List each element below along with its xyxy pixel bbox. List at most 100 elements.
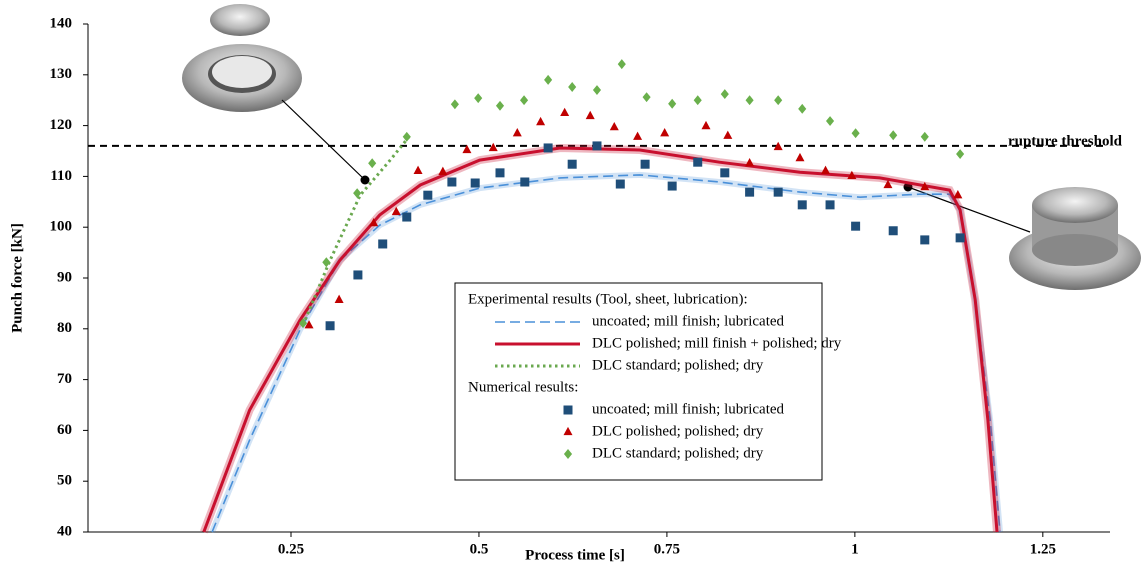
data-point [470, 178, 480, 188]
legend-label: DLC standard; polished; dry [592, 445, 764, 461]
data-point [298, 318, 308, 329]
data-point [391, 206, 401, 216]
legend-group-title: Numerical results: [468, 379, 578, 395]
data-point [745, 187, 755, 197]
data-point [920, 181, 930, 191]
data-point [642, 92, 651, 103]
legend-label: DLC polished; polished; dry [592, 423, 764, 439]
y-tick-label: 90 [57, 269, 72, 285]
callout-line [907, 186, 1031, 233]
y-tick-label: 130 [50, 66, 73, 82]
data-point [474, 93, 483, 104]
legend-box [454, 282, 823, 481]
photo-cup-torn [182, 4, 302, 112]
data-point [723, 130, 733, 139]
data-point [568, 82, 577, 92]
y-tick-label: 140 [50, 15, 73, 31]
y-tick-label: 70 [57, 371, 72, 387]
data-point [592, 85, 602, 95]
legend-label: uncoated; mill finish; lubricated [592, 401, 785, 417]
data-point [956, 149, 965, 159]
series-line [301, 134, 411, 326]
data-point [955, 233, 965, 243]
data-point [304, 320, 314, 329]
data-point [847, 170, 857, 180]
data-point [402, 131, 411, 142]
data-point [693, 157, 703, 167]
data-point [826, 116, 835, 126]
data-point [368, 158, 377, 169]
y-tick-label: 80 [57, 320, 72, 336]
data-point [495, 100, 505, 111]
data-point [488, 142, 498, 152]
data-point [821, 165, 831, 174]
y-tick-label: 120 [50, 117, 73, 133]
data-point [633, 131, 643, 140]
data-point [495, 168, 505, 178]
threshold-label: rupture threshold [1008, 133, 1123, 149]
data-point [322, 257, 331, 268]
data-point [544, 74, 553, 85]
data-point [851, 221, 861, 231]
y-tick-label: 40 [57, 523, 72, 539]
data-point [543, 143, 553, 153]
data-point [512, 128, 522, 137]
data-point [920, 131, 929, 142]
data-point [402, 212, 412, 222]
data-point [773, 187, 783, 197]
data-point [536, 116, 546, 126]
data-point [520, 177, 530, 187]
data-point [795, 152, 805, 162]
x-tick-label: 0.25 [278, 541, 304, 557]
data-point [797, 200, 807, 210]
data-point [640, 159, 650, 169]
data-point [592, 141, 602, 151]
data-point [369, 217, 379, 227]
data-point [450, 99, 459, 110]
data-point [701, 120, 711, 130]
photo-cup-intact [1009, 187, 1141, 290]
data-point [609, 121, 619, 131]
legend-swatch [563, 405, 573, 415]
data-point [334, 294, 344, 303]
data-point [889, 130, 898, 141]
y-tick-label: 100 [50, 219, 73, 235]
data-point [560, 107, 570, 117]
data-point [378, 239, 388, 249]
data-point [745, 95, 754, 106]
data-point [462, 144, 472, 154]
data-point [423, 190, 433, 200]
data-point [567, 159, 577, 169]
data-point [720, 168, 730, 178]
data-point [798, 103, 807, 114]
data-point [413, 165, 423, 174]
data-point [888, 226, 898, 236]
data-point [667, 181, 677, 191]
callout-dot [360, 175, 370, 185]
data-point [660, 128, 670, 137]
data-point [920, 235, 930, 245]
data-point [520, 95, 529, 106]
legend-label: DLC polished; mill finish + polished; dr… [592, 335, 842, 351]
data-point [851, 128, 860, 139]
series-line [202, 146, 999, 533]
x-tick-label: 0.5 [470, 541, 489, 557]
legend-swatch [563, 449, 573, 459]
data-point [773, 141, 783, 151]
x-tick-label: 1 [851, 541, 859, 557]
y-tick-label: 110 [50, 168, 72, 184]
data-point [615, 179, 625, 189]
x-tick-label: 1.25 [1030, 541, 1056, 557]
data-point [617, 59, 626, 70]
data-point [353, 270, 363, 280]
data-point [438, 166, 448, 175]
y-tick-label: 50 [57, 473, 72, 489]
data-point [720, 89, 729, 100]
y-tick-label: 60 [57, 422, 72, 438]
data-point [745, 158, 755, 167]
data-point [447, 177, 457, 187]
y-axis-title: Punch force [kN] [9, 223, 25, 333]
data-point [953, 190, 963, 199]
data-point [353, 188, 362, 199]
